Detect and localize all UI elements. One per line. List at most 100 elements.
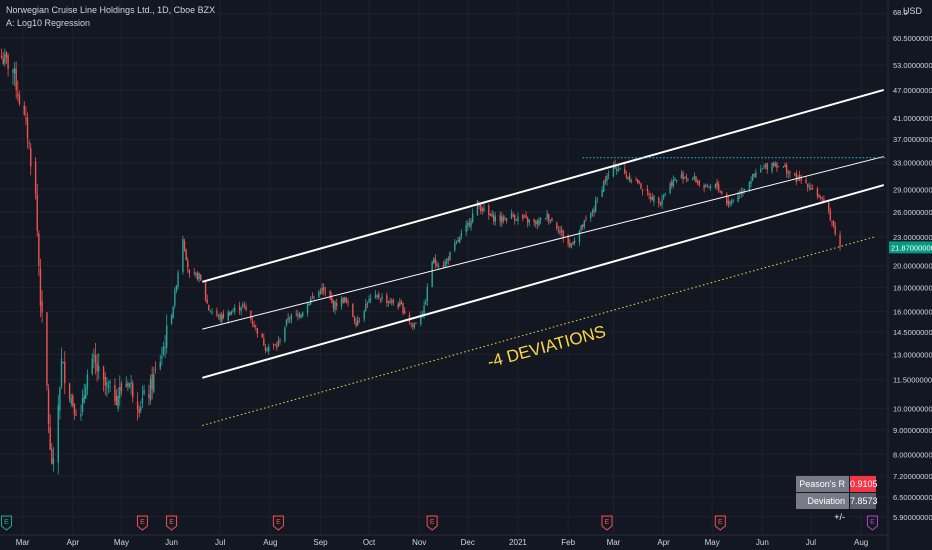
candle-body [306,303,309,314]
candle-body [457,239,459,242]
candle-body [514,215,516,220]
candle-body [774,163,777,167]
candle-body [323,287,325,291]
candle-body [726,194,728,204]
candle-body [743,189,746,191]
y-tick-label: 29.00000000 [893,185,932,194]
candle-body [556,222,558,229]
candle-body [0,55,3,58]
candle-body [782,166,785,168]
x-tick-label: Jun [756,538,769,547]
candle-body [680,174,683,179]
candle-body [28,142,30,144]
candle-body [324,291,327,293]
candle-body [185,249,187,261]
symbol-title[interactable]: Norwegian Cruise Line Holdings Ltd., 1D,… [6,5,216,15]
candle-body [719,190,721,192]
earnings-marker-label: E [169,519,174,526]
candle-body [806,184,809,188]
candle-body [471,213,474,223]
candle-body [764,165,767,168]
regression-channel: -4 DEVIATIONS [202,88,887,426]
last-price-label: 21.87000000 [891,243,932,252]
candle-body [818,194,820,198]
candle-body [86,374,89,389]
candle-body [669,183,671,194]
candle-body [410,322,412,324]
candle-body [98,366,100,372]
candle-body [559,230,561,233]
candle-body [737,196,739,202]
y-tick-label: 10.00000000 [893,404,932,413]
candle-body [143,390,145,395]
candle-body [188,269,191,274]
candle-body [413,323,416,328]
candle-body [159,362,161,369]
candle-body [227,311,229,321]
candle-body [376,295,378,297]
candle-body [357,319,359,326]
currency-label[interactable]: USD [903,6,923,16]
candle-body [233,307,236,312]
candle-body [340,298,343,307]
candle-body [412,324,414,327]
candle-body [823,199,825,201]
candle-body [267,346,270,352]
candle-body [400,300,403,305]
pearson-row: Peason's R 0.9105 [796,476,878,492]
candle-body [75,414,77,416]
indicator-title[interactable]: A: Log10 Regression [6,18,91,28]
earnings-marker-icon [601,515,613,531]
candle-body [49,426,51,450]
candle-body [232,310,234,313]
candle-body [526,217,529,223]
candle-body [467,222,469,227]
candle-body [798,175,801,179]
candle-body [437,266,440,267]
candle-body [567,235,569,244]
candle-body [38,233,40,267]
candle-body [219,314,221,320]
candles [0,48,841,475]
candle-body [243,305,246,307]
candle-body [501,215,503,224]
candle-body [811,188,814,190]
candle-body [4,53,6,64]
candle-body [557,230,560,232]
candle-body [119,387,121,399]
candle-body [381,296,383,299]
candle-body [675,179,678,182]
candle-body [590,212,592,218]
candle-body [682,172,684,180]
deviation-row: Deviation +/- 7.8573 [796,493,878,522]
y-tick-label: 7.20000000 [893,472,932,481]
candle-body [204,282,207,300]
candle-body [62,362,64,364]
candle-body [787,172,789,174]
candle-body [149,379,152,401]
earnings-marker-icon [166,515,178,531]
y-tick-label: 18.00000000 [893,283,932,292]
candle-body [539,218,542,220]
pearson-label: Peason's R [796,476,849,492]
candle-body [751,174,754,181]
candle-body [355,322,357,326]
candle-body [753,173,755,176]
candle-body [64,361,66,384]
candle-body [828,202,830,212]
candle-body [387,301,390,303]
candle-body [730,200,733,204]
y-tick-label: 16.00000000 [893,308,932,317]
x-tick-label: Aug [854,538,868,547]
candle-body [776,163,778,169]
candle-body [562,230,564,238]
candle-body [434,258,437,264]
candle-body [94,355,97,363]
candle-body [658,197,660,203]
candle-body [266,349,268,352]
candle-body [760,169,762,172]
candle-body [761,168,764,170]
y-tick-label: 13.00000000 [893,350,932,359]
candle-body [132,383,134,398]
earnings-marker-icon [866,515,878,531]
